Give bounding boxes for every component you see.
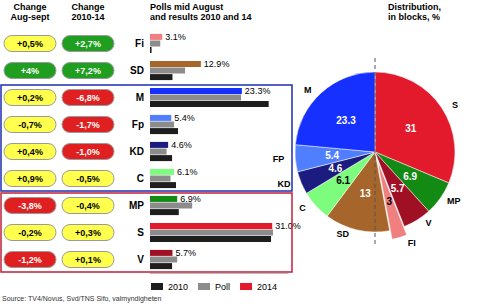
- svg-text:23.3: 23.3: [336, 115, 356, 126]
- svg-text:13: 13: [360, 188, 372, 199]
- svg-text:4.6%: 4.6%: [171, 140, 192, 150]
- svg-text:S: S: [137, 227, 144, 238]
- svg-text:S: S: [452, 100, 458, 110]
- svg-text:+0,5%: +0,5%: [17, 39, 43, 49]
- svg-text:31: 31: [405, 123, 417, 134]
- svg-text:+0,3%: +0,3%: [75, 228, 101, 238]
- svg-text:-0,4%: -0,4%: [76, 201, 100, 211]
- svg-text:C: C: [137, 173, 144, 184]
- svg-text:+0,2%: +0,2%: [17, 93, 43, 103]
- svg-text:+7,2%: +7,2%: [75, 66, 101, 76]
- svg-text:FI: FI: [408, 238, 416, 248]
- svg-text:-1,7%: -1,7%: [76, 120, 100, 130]
- svg-text:+0,9%: +0,9%: [17, 174, 43, 184]
- svg-text:6.1: 6.1: [336, 175, 350, 186]
- svg-text:-1,0%: -1,0%: [76, 147, 100, 157]
- svg-text:+0,4%: +0,4%: [17, 147, 43, 157]
- svg-text:2014: 2014: [257, 282, 277, 292]
- svg-text:-6,8%: -6,8%: [76, 93, 100, 103]
- svg-text:Fi: Fi: [135, 38, 144, 49]
- svg-text:Change: Change: [71, 2, 104, 12]
- svg-text:C: C: [299, 203, 306, 213]
- svg-text:Fp: Fp: [132, 119, 144, 130]
- svg-text:2010: 2010: [168, 282, 188, 292]
- svg-text:4.6: 4.6: [328, 163, 342, 174]
- svg-text:Polls mid August: Polls mid August: [150, 2, 223, 12]
- svg-text:3: 3: [387, 196, 393, 207]
- svg-text:5.7%: 5.7%: [175, 248, 196, 258]
- svg-text:3.1%: 3.1%: [165, 32, 186, 42]
- svg-text:-3,8%: -3,8%: [18, 201, 42, 211]
- svg-text:2010-14: 2010-14: [71, 12, 104, 22]
- svg-text:MP: MP: [447, 196, 461, 206]
- svg-text:5.7: 5.7: [391, 183, 405, 194]
- svg-text:Source: TV4/Novus, Svd/TNS Sif: Source: TV4/Novus, Svd/TNS Sifo, valmynd…: [2, 295, 161, 303]
- svg-text:-1,2%: -1,2%: [18, 255, 42, 265]
- svg-text:-0,5%: -0,5%: [76, 174, 100, 184]
- svg-text:-0,2%: -0,2%: [18, 228, 42, 238]
- svg-text:6.9%: 6.9%: [180, 194, 201, 204]
- svg-text:in blocks, %: in blocks, %: [388, 12, 440, 22]
- svg-text:Aug-sept: Aug-sept: [11, 12, 50, 22]
- svg-text:KD: KD: [278, 179, 291, 189]
- svg-text:23.3%: 23.3%: [245, 86, 271, 96]
- svg-text:6.9: 6.9: [403, 171, 417, 182]
- svg-text:and results 2010 and 14: and results 2010 and 14: [150, 12, 252, 22]
- svg-text:MP: MP: [129, 200, 144, 211]
- svg-text:FP: FP: [273, 154, 285, 164]
- svg-text:+4%: +4%: [21, 66, 39, 76]
- svg-text:SD: SD: [130, 65, 144, 76]
- svg-text:+0,1%: +0,1%: [75, 255, 101, 265]
- svg-text:M: M: [304, 85, 312, 95]
- svg-text:5.4: 5.4: [325, 150, 339, 161]
- svg-text:Change: Change: [13, 2, 46, 12]
- svg-text:-0,7%: -0,7%: [18, 120, 42, 130]
- svg-text:6.1%: 6.1%: [177, 167, 198, 177]
- svg-text:KD: KD: [130, 146, 144, 157]
- svg-text:V: V: [426, 218, 432, 228]
- svg-text:5.4%: 5.4%: [174, 113, 195, 123]
- svg-text:V: V: [137, 254, 144, 265]
- svg-text:12.9%: 12.9%: [204, 59, 230, 69]
- svg-text:Distribution,: Distribution,: [388, 2, 441, 12]
- svg-text:M: M: [136, 92, 144, 103]
- svg-text:SD: SD: [336, 229, 349, 239]
- svg-text:+2,7%: +2,7%: [75, 39, 101, 49]
- svg-text:Poll: Poll: [215, 282, 230, 292]
- svg-text:31.0%: 31.0%: [275, 221, 301, 231]
